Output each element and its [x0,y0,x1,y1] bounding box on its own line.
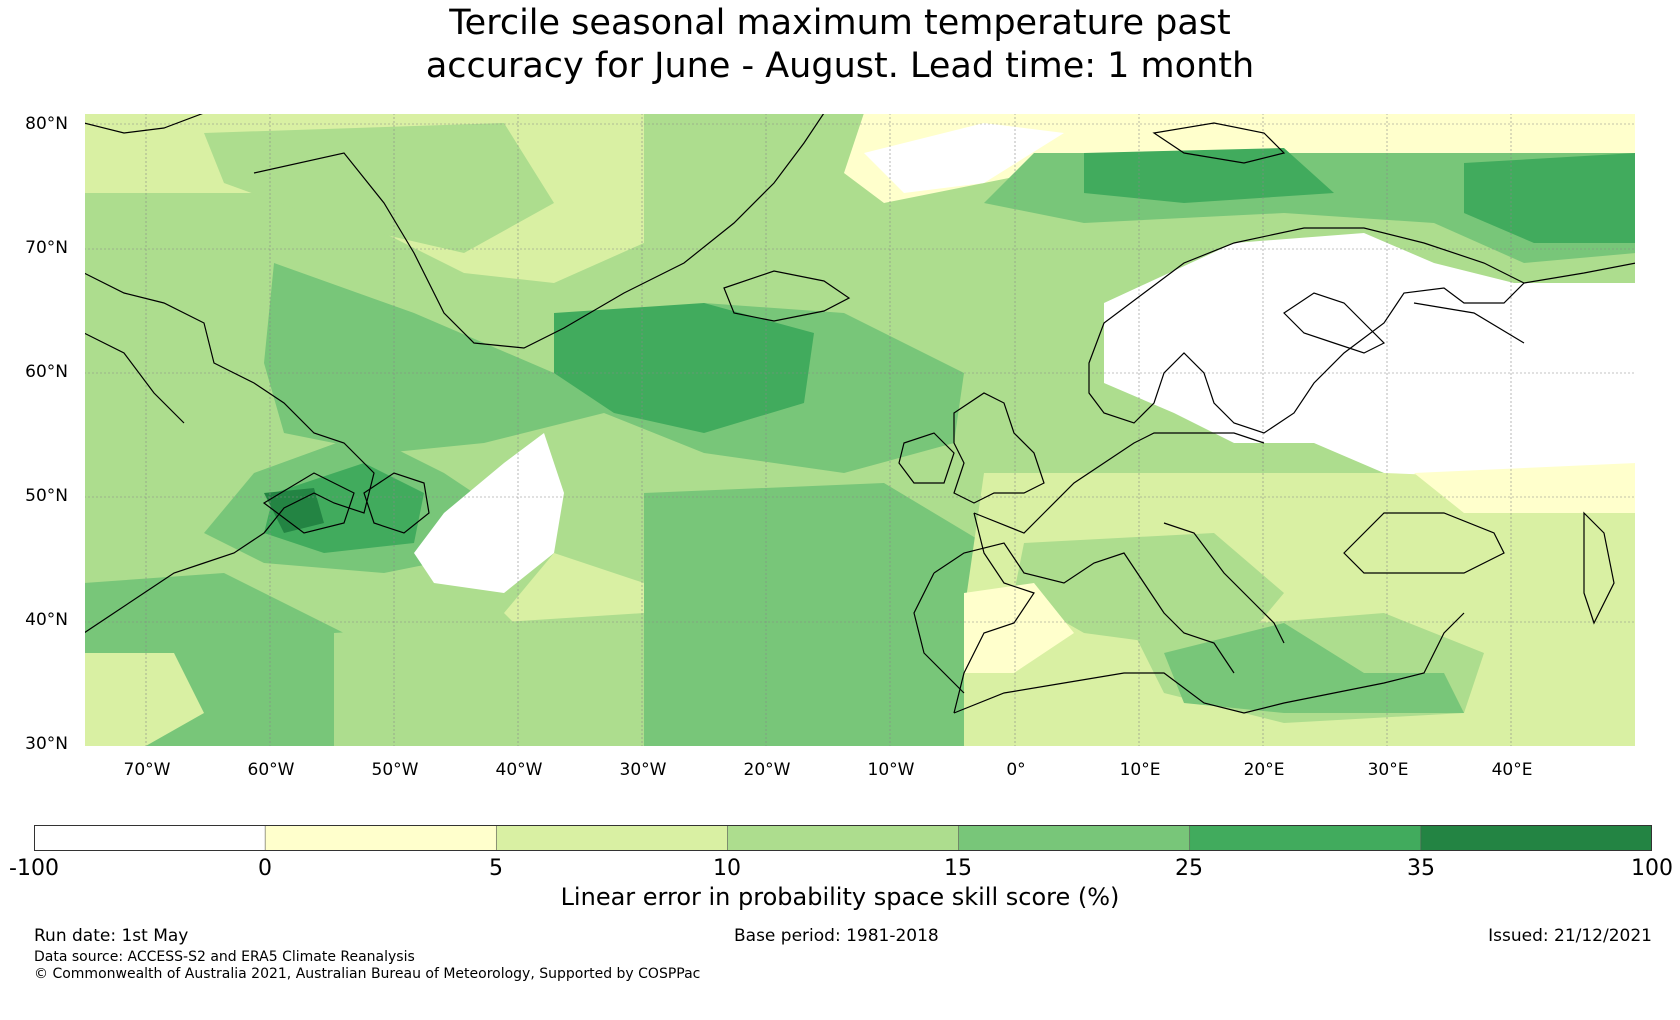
colorbar-segment-3 [727,825,960,851]
lat-label-50n: 50°N [25,486,68,506]
colorbar-segment-5 [1189,825,1422,851]
lat-label-30n: 30°N [25,734,68,754]
lon-label-10w: 10°W [867,760,915,780]
colorbar-segment-6 [1420,825,1652,851]
run-date: Run date: 1st May [34,926,189,946]
map-canvas [84,113,1636,747]
colorbar-segment-0 [34,825,266,851]
colorbar-segments [34,825,1652,851]
lat-label-40n: 40°N [25,610,68,630]
colorbar-border [34,825,1652,851]
lon-label-40e: 40°E [1491,760,1533,780]
colorbar-tick-2: 5 [489,856,503,881]
lon-label-10e: 10°E [1119,760,1161,780]
colorbar-segment-2 [495,825,729,851]
lon-label-20w: 20°W [743,760,791,780]
skill-regions [84,113,1636,747]
coastlines [84,113,1636,714]
map-frame [84,113,1636,747]
colorbar-tick-3: 10 [713,856,741,881]
lat-label-80n: 80°N [25,114,68,134]
lon-label-30w: 30°W [619,760,667,780]
colorbar-tick-0: -100 [9,856,59,881]
base-period: Base period: 1981-2018 [734,926,939,946]
lat-label-70n: 70°N [25,238,68,258]
lon-label-30e: 30°E [1367,760,1409,780]
data-source: Data source: ACCESS-S2 and ERA5 Climate … [34,949,415,965]
colorbar-segment-1 [264,825,498,851]
issued-date: Issued: 21/12/2021 [1488,926,1652,946]
lon-label-40w: 40°W [495,760,543,780]
lon-label-70w: 70°W [123,760,171,780]
colorbar-tick-4: 15 [944,856,972,881]
colorbar-segment-4 [958,825,1191,851]
colorbar [34,825,1652,851]
lon-label-50w: 50°W [371,760,419,780]
skill-score-map [84,113,1636,747]
lat-label-60n: 60°N [25,362,68,382]
colorbar-tick-5: 25 [1175,856,1203,881]
colorbar-tick-1: 0 [258,856,272,881]
colorbar-tick-7: 100 [1631,856,1673,881]
lon-label-60w: 60°W [247,760,295,780]
lon-label-20e: 20°E [1243,760,1285,780]
chart-title: Tercile seasonal maximum temperature pas… [0,2,1680,88]
copyright: © Commonwealth of Australia 2021, Austra… [34,966,701,982]
colorbar-tick-6: 35 [1407,856,1435,881]
title-line-2: accuracy for June - August. Lead time: 1… [425,46,1255,86]
title-line-1: Tercile seasonal maximum temperature pas… [449,3,1231,43]
lon-label-0: 0° [1006,760,1026,780]
colorbar-label: Linear error in probability space skill … [560,883,1120,911]
